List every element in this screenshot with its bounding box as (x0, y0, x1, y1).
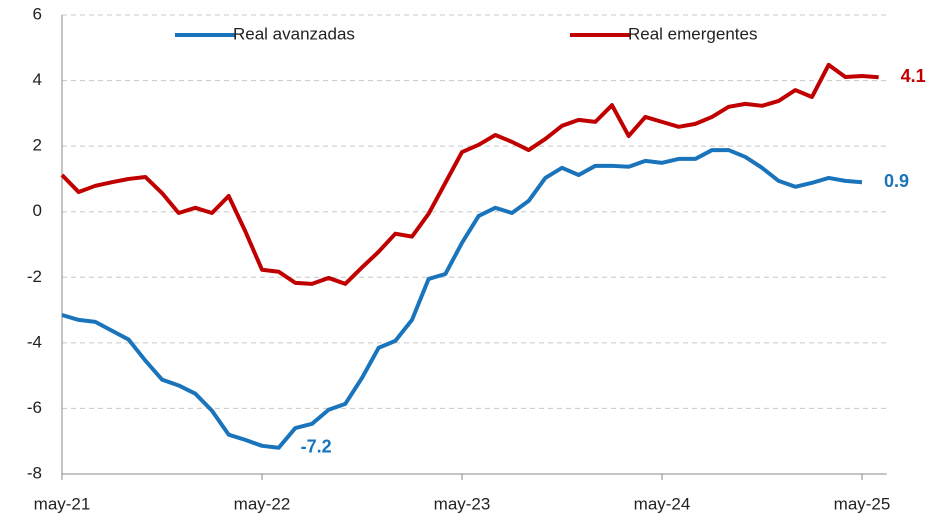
y-tick-label: -6 (27, 398, 42, 417)
line-series (60, 62, 879, 286)
y-tick-label: -4 (27, 332, 42, 351)
y-tick-label: 4 (33, 70, 42, 89)
x-tick-label: may-23 (434, 494, 491, 513)
x-tick-label: may-25 (834, 494, 891, 513)
y-tick-label: -8 (27, 463, 42, 482)
legend-label: Real avanzadas (233, 24, 355, 43)
y-tick-label: 6 (33, 4, 42, 23)
legend-label: Real emergentes (628, 24, 757, 43)
value-label: -7.2 (301, 437, 332, 457)
line-series (61, 148, 863, 450)
y-tick-label: -2 (27, 267, 42, 286)
y-tick-label: 2 (33, 136, 42, 155)
value-label: 0.9 (884, 171, 909, 191)
x-tick-label: may-24 (634, 494, 691, 513)
y-tick-label: 0 (33, 201, 42, 220)
x-tick-label: may-21 (34, 494, 91, 513)
x-tick-label: may-22 (234, 494, 291, 513)
value-label: 4.1 (901, 66, 926, 86)
